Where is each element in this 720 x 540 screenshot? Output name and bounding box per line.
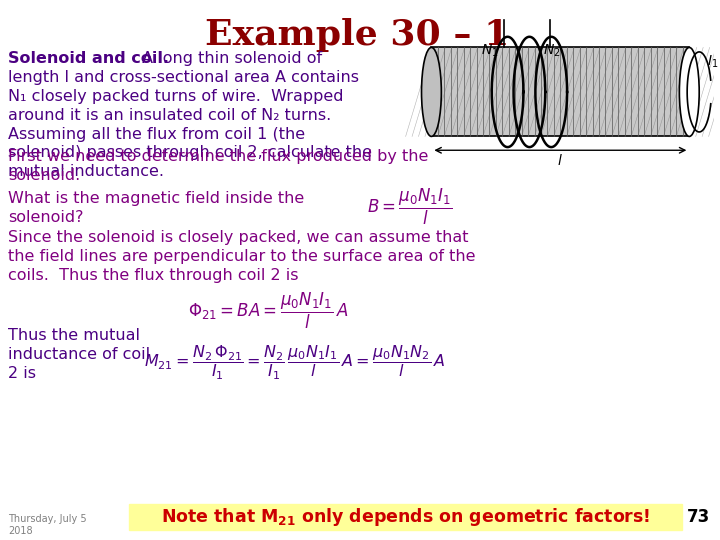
Text: 73: 73: [687, 508, 710, 526]
Text: $N_2$: $N_2$: [543, 43, 561, 59]
Text: Solenoid and coil.: Solenoid and coil.: [8, 51, 169, 66]
Text: 2 is: 2 is: [8, 366, 36, 381]
Text: Note that $\mathbf{M_{21}}$ only depends on geometric factors!: Note that $\mathbf{M_{21}}$ only depends…: [161, 506, 650, 528]
Text: Thus the mutual: Thus the mutual: [8, 328, 140, 343]
Text: Example 30 – 1: Example 30 – 1: [205, 18, 509, 52]
Text: coils.  Thus the flux through coil 2 is: coils. Thus the flux through coil 2 is: [8, 268, 298, 283]
Text: solenoid.: solenoid.: [8, 168, 80, 183]
Text: N₁ closely packed turns of wire.  Wrapped: N₁ closely packed turns of wire. Wrapped: [8, 89, 343, 104]
Text: Thursday, July 5
2018: Thursday, July 5 2018: [8, 514, 86, 536]
Text: solenoid) passes through coil 2, calculate the: solenoid) passes through coil 2, calcula…: [8, 145, 372, 160]
Text: First we need to determine the flux produced by the: First we need to determine the flux prod…: [8, 149, 428, 164]
Bar: [431, 48, 689, 137]
Text: $B = \dfrac{\mu_0 N_1 I_1}{l}$: $B = \dfrac{\mu_0 N_1 I_1}{l}$: [367, 187, 452, 227]
Text: solenoid?: solenoid?: [8, 210, 84, 225]
Text: $I_1$: $I_1$: [707, 53, 719, 70]
Text: the field lines are perpendicular to the surface area of the: the field lines are perpendicular to the…: [8, 249, 475, 264]
Text: length l and cross-sectional area A contains: length l and cross-sectional area A cont…: [8, 70, 359, 85]
Text: $M_{21} = \dfrac{N_2\,\Phi_{21}}{I_1} = \dfrac{N_2}{I_1}\,\dfrac{\mu_0 N_1 I_1}{: $M_{21} = \dfrac{N_2\,\Phi_{21}}{I_1} = …: [144, 343, 446, 382]
Ellipse shape: [421, 48, 441, 137]
Text: $l$: $l$: [557, 153, 563, 168]
Text: A long thin solenoid of: A long thin solenoid of: [137, 51, 322, 66]
Text: $\Phi_{21} = BA = \dfrac{\mu_0 N_1 I_1}{l}\,A$: $\Phi_{21} = BA = \dfrac{\mu_0 N_1 I_1}{…: [189, 291, 349, 331]
Text: inductance of coil: inductance of coil: [8, 347, 150, 362]
Text: What is the magnetic field inside the: What is the magnetic field inside the: [8, 191, 304, 206]
Text: Assuming all the flux from coil 1 (the: Assuming all the flux from coil 1 (the: [8, 126, 305, 141]
Text: Since the solenoid is closely packed, we can assume that: Since the solenoid is closely packed, we…: [8, 231, 469, 245]
FancyBboxPatch shape: [129, 504, 683, 530]
Text: mutual inductance.: mutual inductance.: [8, 164, 164, 179]
Text: around it is an insulated coil of N₂ turns.: around it is an insulated coil of N₂ tur…: [8, 108, 331, 123]
Text: $N_1$: $N_1$: [481, 43, 498, 59]
Ellipse shape: [680, 48, 699, 137]
